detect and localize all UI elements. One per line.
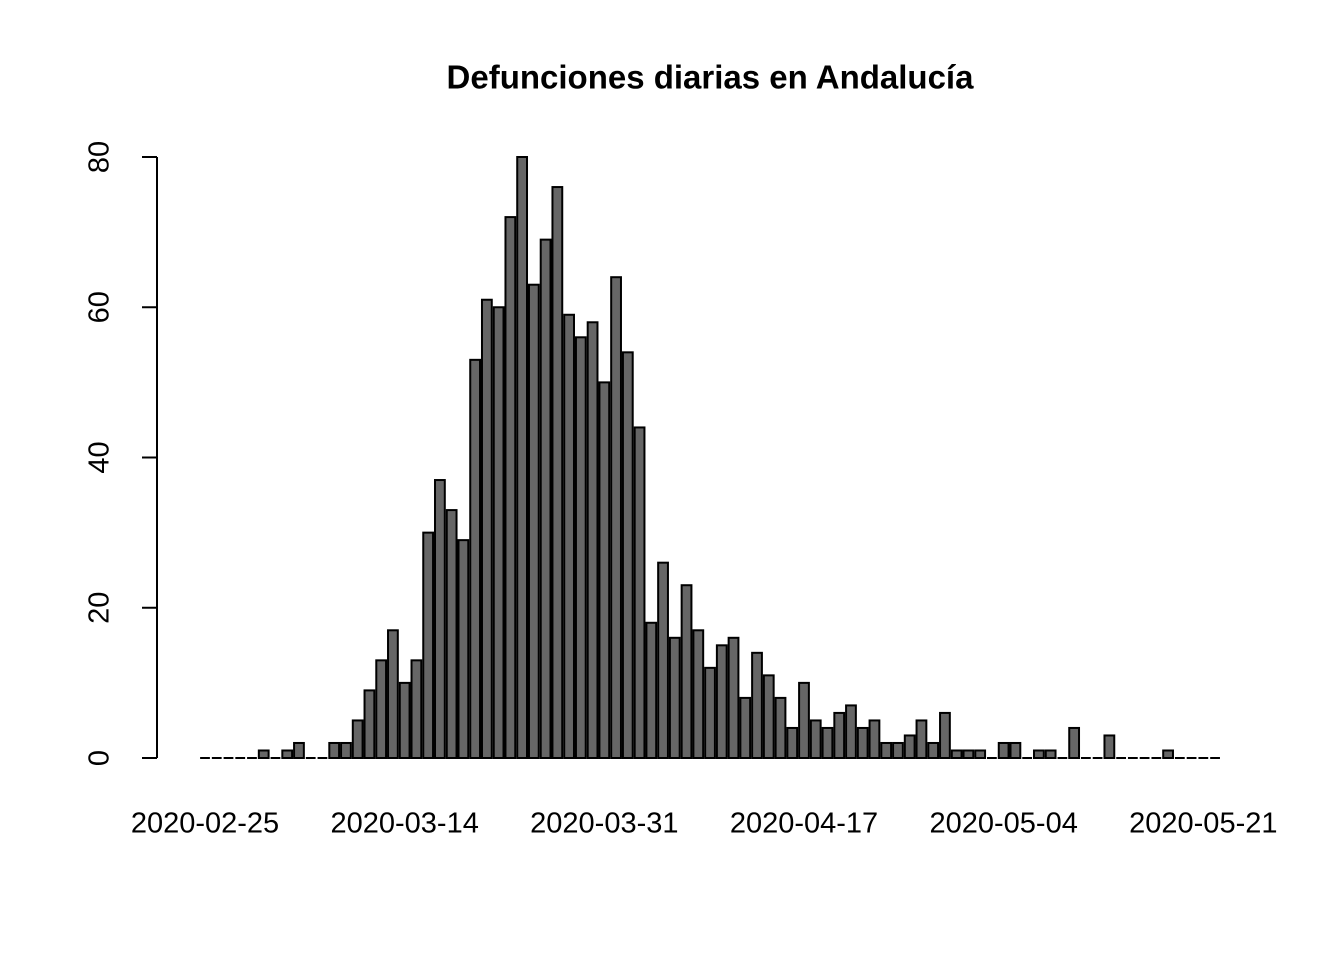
bar — [927, 741, 940, 759]
y-tick-label: 80 — [84, 141, 116, 173]
bar — [422, 531, 435, 759]
bar — [915, 719, 928, 759]
x-tick-label: 2020-02-25 — [131, 808, 279, 840]
bar — [668, 636, 681, 759]
bar — [1033, 749, 1045, 759]
bar — [633, 426, 646, 759]
bar — [257, 749, 270, 759]
bar — [845, 704, 857, 759]
bar — [833, 711, 846, 759]
bar — [445, 509, 458, 759]
bar — [527, 283, 540, 759]
bar — [328, 741, 341, 759]
x-tick-label: 2020-04-17 — [730, 808, 878, 840]
bar — [786, 726, 799, 760]
bar — [1103, 734, 1116, 760]
bar — [868, 719, 881, 759]
bar — [704, 666, 716, 759]
bar — [281, 749, 294, 759]
bar — [539, 238, 552, 759]
y-tick-label: 60 — [84, 291, 116, 323]
bar — [657, 561, 669, 759]
bar — [387, 629, 399, 759]
bar — [809, 719, 822, 759]
bar — [892, 741, 904, 759]
bar — [962, 749, 975, 759]
chart-title: Defunciones diarias en Andalucía — [447, 59, 975, 96]
bar — [340, 741, 352, 759]
bar — [880, 741, 893, 759]
bar — [410, 659, 423, 760]
bar — [1009, 741, 1022, 759]
bar — [762, 674, 775, 759]
bar — [574, 336, 587, 759]
bar — [751, 651, 763, 760]
x-tick-label: 2020-05-04 — [929, 808, 1077, 840]
bar — [469, 358, 482, 759]
bar — [997, 741, 1010, 759]
x-tick-label: 2020-03-31 — [530, 808, 678, 840]
bar — [504, 216, 517, 760]
bar — [621, 351, 634, 759]
bar — [586, 321, 599, 759]
bar — [375, 659, 388, 760]
bar — [551, 186, 564, 760]
y-tick-label: 40 — [84, 441, 116, 473]
y-tick-label: 20 — [84, 592, 116, 624]
bar — [516, 156, 529, 759]
bar — [856, 726, 869, 760]
bar — [293, 741, 305, 759]
y-tick-label: 0 — [84, 750, 116, 766]
bar — [1162, 749, 1174, 759]
bar — [950, 749, 963, 759]
bar — [692, 629, 705, 759]
bar — [1044, 749, 1057, 759]
bar — [457, 539, 470, 760]
bar — [939, 711, 951, 759]
bar — [398, 681, 411, 759]
bar — [774, 696, 787, 760]
bar — [492, 306, 505, 759]
x-tick-label: 2020-05-21 — [1129, 808, 1277, 840]
bar — [563, 313, 575, 759]
bar — [903, 734, 916, 760]
bar — [480, 298, 493, 759]
x-tick-label: 2020-03-14 — [330, 808, 478, 840]
bar — [680, 584, 693, 760]
bar — [598, 381, 611, 759]
bar — [610, 276, 622, 759]
bar — [798, 681, 810, 759]
bar — [715, 644, 728, 759]
bar — [351, 719, 364, 759]
bar — [363, 689, 376, 760]
bar — [974, 749, 987, 759]
bar — [727, 636, 740, 759]
bar — [1068, 726, 1081, 760]
bar — [434, 479, 446, 759]
bar — [821, 726, 834, 760]
bar — [645, 621, 658, 760]
bar — [739, 696, 752, 760]
